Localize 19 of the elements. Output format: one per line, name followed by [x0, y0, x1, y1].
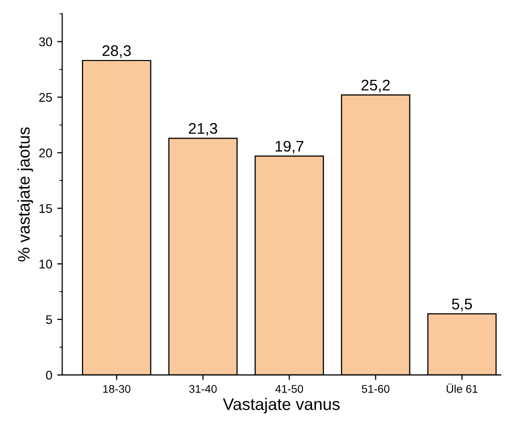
data-label: 25,2: [362, 80, 390, 92]
x-tick-label: 41-50: [275, 384, 304, 393]
y-axis-title: % vastajate jaotus: [18, 127, 34, 262]
y-tick-label: 25: [39, 92, 52, 102]
x-axis-title: Vastajate vanus: [222, 398, 340, 414]
data-label: 28,3: [102, 45, 131, 58]
data-label: 5,5: [452, 298, 472, 312]
y-tick-label: 15: [40, 204, 52, 213]
x-tick-label: Üle 61: [446, 383, 478, 393]
y-tick-label: 30: [39, 37, 52, 46]
y-tick-label: 10: [40, 260, 52, 269]
y-tick-label: 20: [39, 148, 52, 158]
y-tick-label: 0: [46, 370, 52, 380]
x-tick-label: 31-40: [189, 384, 217, 393]
x-tick-label: 51-60: [362, 384, 390, 393]
x-tick-label: 18-30: [103, 384, 130, 393]
data-label: 19,7: [276, 140, 304, 154]
y-tick-label: 5: [46, 315, 52, 324]
data-label: 21,3: [188, 123, 218, 136]
